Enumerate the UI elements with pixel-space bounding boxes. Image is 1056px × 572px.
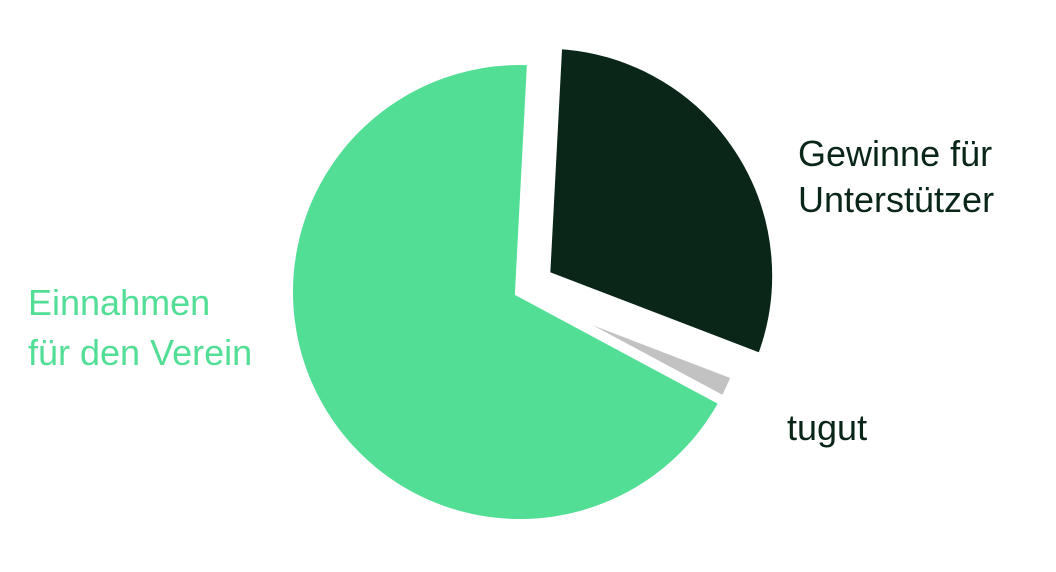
slice-labels: Gewinne für Unterstützer tugut Einnahmen für… bbox=[28, 133, 994, 448]
pie-slice-2 bbox=[283, 55, 732, 529]
slice-label-1: tugut bbox=[787, 407, 867, 448]
slice-label-line: tugut bbox=[787, 407, 867, 448]
slice-label-line: Einnahmen bbox=[28, 282, 210, 323]
slice-label-line: für den Verein bbox=[28, 332, 252, 373]
slice-label-line: Gewinne für bbox=[798, 133, 992, 174]
slice-label-line: Unterstützer bbox=[798, 179, 994, 220]
pie-slices bbox=[283, 38, 783, 529]
slice-label-2: Einnahmen für den Verein bbox=[28, 282, 252, 373]
slice-label-0: Gewinne für Unterstützer bbox=[798, 133, 994, 220]
pie-slice-0 bbox=[539, 38, 783, 366]
